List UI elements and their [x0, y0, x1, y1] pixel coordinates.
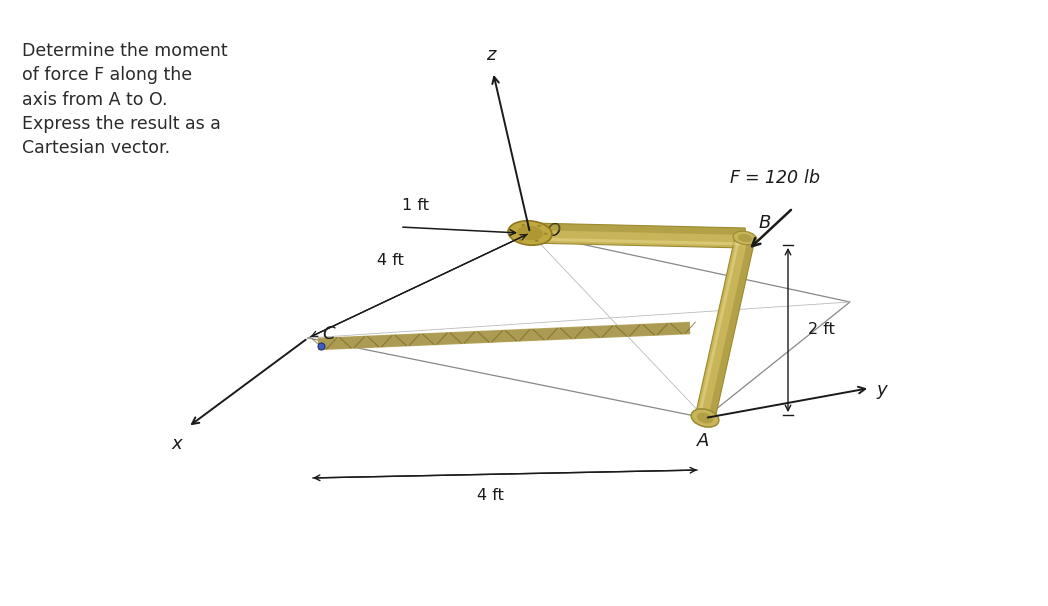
Text: C: C	[322, 325, 334, 343]
Polygon shape	[530, 223, 745, 235]
Text: $F$ = 120 lb: $F$ = 120 lb	[729, 169, 821, 187]
Ellipse shape	[519, 239, 523, 241]
Text: 2 ft: 2 ft	[808, 322, 835, 338]
Text: z: z	[486, 46, 496, 64]
Ellipse shape	[508, 221, 552, 245]
Polygon shape	[530, 223, 745, 248]
Ellipse shape	[517, 226, 543, 240]
Polygon shape	[530, 238, 745, 245]
Text: A: A	[697, 432, 709, 450]
Ellipse shape	[734, 231, 757, 245]
Text: x: x	[172, 435, 182, 453]
Ellipse shape	[697, 413, 714, 424]
Polygon shape	[708, 239, 755, 420]
Ellipse shape	[534, 240, 539, 242]
Text: O: O	[546, 222, 560, 240]
Ellipse shape	[738, 234, 752, 242]
Ellipse shape	[692, 409, 719, 427]
Text: 1 ft: 1 ft	[402, 198, 429, 213]
Polygon shape	[695, 236, 755, 420]
Ellipse shape	[544, 233, 548, 235]
Polygon shape	[698, 236, 741, 417]
Ellipse shape	[521, 224, 525, 226]
Text: y: y	[876, 381, 887, 399]
Ellipse shape	[512, 231, 517, 233]
Text: 4 ft: 4 ft	[376, 253, 403, 268]
Ellipse shape	[692, 409, 719, 427]
Text: Determine the moment
of force F along the
axis from A to O.
Express the result a: Determine the moment of force F along th…	[22, 42, 227, 157]
Text: 4 ft: 4 ft	[477, 488, 503, 503]
Ellipse shape	[537, 225, 541, 227]
Text: B: B	[759, 214, 771, 232]
